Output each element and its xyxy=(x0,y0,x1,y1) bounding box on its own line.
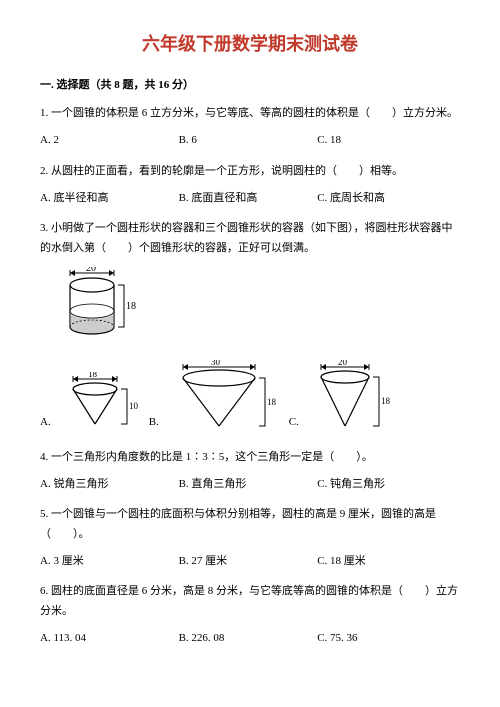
q3-opt-a: A. xyxy=(40,414,51,432)
section-heading: 一. 选择题（共 8 题，共 16 分） xyxy=(40,77,460,95)
q1-opt-c: C. 18 xyxy=(317,132,456,150)
cyl-width-label: 20 xyxy=(86,267,96,274)
page-title: 六年级下册数学期末测试卷 xyxy=(40,30,460,59)
q3-opt-c: C. xyxy=(289,414,299,432)
q1-opt-b: B. 6 xyxy=(179,132,318,150)
cone-options-row: A. 18 10 B. 30 18 C. 20 18 xyxy=(40,360,460,432)
svg-text:10: 10 xyxy=(129,401,139,411)
q1-opt-a: A. 2 xyxy=(40,132,179,150)
cone-a-icon: 18 10 xyxy=(63,372,141,432)
q3-text: 3. 小明做了一个圆柱形状的容器和三个圆锥形状的容器（如下图），将圆柱形状容器中… xyxy=(40,219,460,259)
q5-opt-a: A. 3 厘米 xyxy=(40,553,179,571)
q6-opt-c: C. 75. 36 xyxy=(317,630,456,648)
q5-text: 5. 一个圆锥与一个圆柱的底面积与体积分别相等，圆柱的高是 9 厘米，圆锥的高是… xyxy=(40,505,460,545)
svg-text:18: 18 xyxy=(267,397,277,407)
q4-opt-a: A. 锐角三角形 xyxy=(40,476,179,494)
q2-options: A. 底半径和高 B. 底面直径和高 C. 底周长和高 xyxy=(40,190,460,208)
cyl-height-label: 18 xyxy=(126,301,136,312)
q2-text: 2. 从圆柱的正面看，看到的轮廓是一个正方形，说明圆柱的（ ）相等。 xyxy=(40,162,460,182)
q2-opt-c: C. 底周长和高 xyxy=(317,190,456,208)
svg-text:30: 30 xyxy=(211,360,221,367)
q6-opt-a: A. 113. 04 xyxy=(40,630,179,648)
q2-opt-b: B. 底面直径和高 xyxy=(179,190,318,208)
q4-opt-b: B. 直角三角形 xyxy=(179,476,318,494)
q3-opt-b: B. xyxy=(149,414,159,432)
cylinder-icon: 20 18 xyxy=(58,267,138,342)
q2-opt-a: A. 底半径和高 xyxy=(40,190,179,208)
q4-opt-c: C. 钝角三角形 xyxy=(317,476,456,494)
cylinder-diagram: 20 18 xyxy=(58,267,460,342)
q4-options: A. 锐角三角形 B. 直角三角形 C. 钝角三角形 xyxy=(40,476,460,494)
q6-text: 6. 圆柱的底面直径是 6 分米，高是 8 分米，与它等底等高的圆锥的体积是（ … xyxy=(40,582,460,622)
q4-text: 4. 一个三角形内角度数的比是 1∶3∶5，这个三角形一定是（ ）。 xyxy=(40,448,460,468)
q6-opt-b: B. 226. 08 xyxy=(179,630,318,648)
q6-options: A. 113. 04 B. 226. 08 C. 75. 36 xyxy=(40,630,460,648)
cone-b-icon: 30 18 xyxy=(171,360,281,432)
svg-text:20: 20 xyxy=(338,360,348,367)
q5-opt-c: C. 18 厘米 xyxy=(317,553,456,571)
cone-c-icon: 20 18 xyxy=(311,360,396,432)
svg-text:18: 18 xyxy=(381,396,391,406)
q5-options: A. 3 厘米 B. 27 厘米 C. 18 厘米 xyxy=(40,553,460,571)
q5-opt-b: B. 27 厘米 xyxy=(179,553,318,571)
q1-text: 1. 一个圆锥的体积是 6 立方分米，与它等底、等高的圆柱的体积是（ ）立方分米… xyxy=(40,104,460,124)
svg-text:18: 18 xyxy=(88,372,98,379)
q1-options: A. 2 B. 6 C. 18 xyxy=(40,132,460,150)
